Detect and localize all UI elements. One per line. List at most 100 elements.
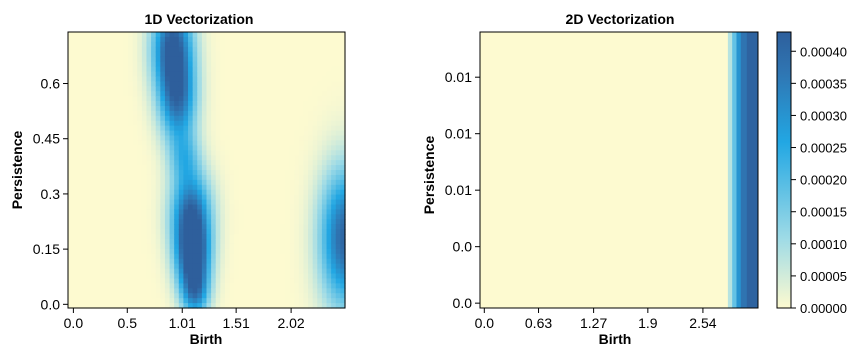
heatmap-cell	[317, 179, 323, 186]
heatmap-cell	[220, 36, 226, 43]
heatmap-cell	[201, 86, 208, 92]
heatmap-cell	[151, 288, 157, 294]
heatmap-cell	[224, 130, 231, 137]
heatmap-cell	[132, 243, 138, 250]
heatmap-cell	[271, 273, 277, 280]
heatmap-cell	[340, 243, 346, 250]
heatmap-cell	[321, 140, 328, 146]
heatmap-cell	[192, 86, 198, 92]
heatmap-cell	[261, 120, 268, 127]
heatmap-cell	[132, 66, 138, 73]
heatmap-cell	[141, 214, 148, 220]
heatmap-cell	[317, 130, 323, 137]
heatmap-cell	[77, 209, 83, 215]
heatmap-cell	[220, 91, 226, 97]
heatmap-cell	[252, 219, 258, 225]
heatmap-cell	[340, 130, 346, 137]
heatmap-cell	[183, 115, 189, 122]
heatmap-cell	[211, 32, 217, 38]
heatmap-cell	[146, 199, 152, 206]
heatmap-cell	[257, 209, 263, 215]
heatmap-cell	[160, 179, 166, 186]
heatmap-cell	[77, 303, 83, 309]
heatmap-cell	[77, 101, 83, 107]
heatmap-cell	[220, 278, 226, 284]
heatmap-cell	[91, 293, 97, 299]
heatmap-cell	[215, 61, 221, 68]
heatmap-cell	[104, 268, 111, 275]
heatmap-cell	[220, 214, 226, 220]
heatmap-cell	[197, 145, 203, 151]
heatmap-cell	[280, 174, 286, 181]
heatmap-cell	[303, 110, 309, 117]
heatmap-cell	[72, 145, 78, 151]
heatmap-cell	[104, 303, 111, 309]
heatmap-cell	[86, 66, 92, 73]
heatmap-cell	[340, 160, 346, 166]
heatmap-cell	[294, 243, 300, 250]
heatmap-cell	[312, 209, 318, 215]
heatmap-cell	[261, 243, 268, 250]
heatmap-cell	[331, 303, 337, 309]
heatmap-cell	[275, 110, 281, 117]
heatmap-cell	[164, 184, 171, 191]
heatmap-cell	[160, 150, 166, 156]
heatmap-cell	[261, 110, 268, 117]
x-axis-2d: 0.0 0.63 1.27 1.9 2.54	[475, 308, 717, 331]
heatmap-cell	[248, 61, 254, 68]
heatmap-cell	[252, 140, 258, 146]
heatmap-cell	[280, 110, 286, 117]
heatmap-cell	[303, 224, 309, 230]
heatmap-cell	[109, 189, 115, 196]
heatmap-cell	[118, 36, 124, 43]
heatmap-cell	[104, 41, 111, 48]
heatmap-cell	[81, 155, 88, 161]
heatmap-cell	[206, 120, 212, 127]
heatmap-cell	[275, 46, 281, 53]
heatmap-cell	[308, 46, 314, 53]
heatmap-cell	[280, 263, 286, 270]
heatmap-cell	[266, 214, 272, 220]
heatmap-cell	[266, 229, 272, 235]
heatmap-cell	[275, 263, 281, 270]
heatmap-cell	[294, 46, 300, 53]
heatmap-cell	[114, 224, 120, 230]
heatmap-cell	[86, 283, 92, 289]
heatmap-cell	[308, 51, 314, 58]
heatmap-cell	[188, 41, 194, 48]
heatmap-cell	[183, 61, 189, 68]
heatmap-cell	[224, 303, 231, 309]
heatmap-cell	[215, 298, 221, 304]
heatmap-cell	[238, 150, 245, 156]
heatmap-cell	[238, 110, 245, 117]
heatmap-cell	[95, 263, 101, 270]
heatmap-cell	[294, 96, 300, 102]
heatmap-cell	[303, 165, 309, 171]
heatmap-cell	[95, 145, 101, 151]
heatmap-cell	[243, 110, 249, 117]
heatmap-cell	[192, 115, 198, 122]
heatmap-cell	[201, 105, 208, 112]
heatmap-cell	[275, 219, 281, 225]
heatmap-cell	[91, 189, 97, 196]
heatmap-cell	[248, 135, 254, 142]
heatmap-cell	[68, 253, 74, 260]
heatmap-cell	[248, 194, 254, 201]
heatmap-cell	[257, 298, 263, 304]
heatmap-cell	[123, 110, 129, 117]
heatmap-cell	[312, 253, 318, 260]
heatmap-cell	[238, 130, 245, 137]
heatmap-cell	[197, 155, 203, 161]
heatmap-cell	[104, 219, 111, 225]
heatmap-cell	[229, 298, 235, 304]
heatmap-cell	[72, 288, 78, 294]
heatmap-cell	[178, 32, 185, 38]
heatmap-cell	[77, 36, 83, 43]
heatmap-cell	[128, 253, 134, 260]
heatmap-cell	[169, 46, 175, 53]
heatmap-cell	[201, 184, 208, 191]
heatmap-cell	[141, 298, 148, 304]
heatmap-cell	[275, 130, 281, 137]
heatmap-cell	[298, 184, 305, 191]
heatmap-cell	[289, 219, 295, 225]
